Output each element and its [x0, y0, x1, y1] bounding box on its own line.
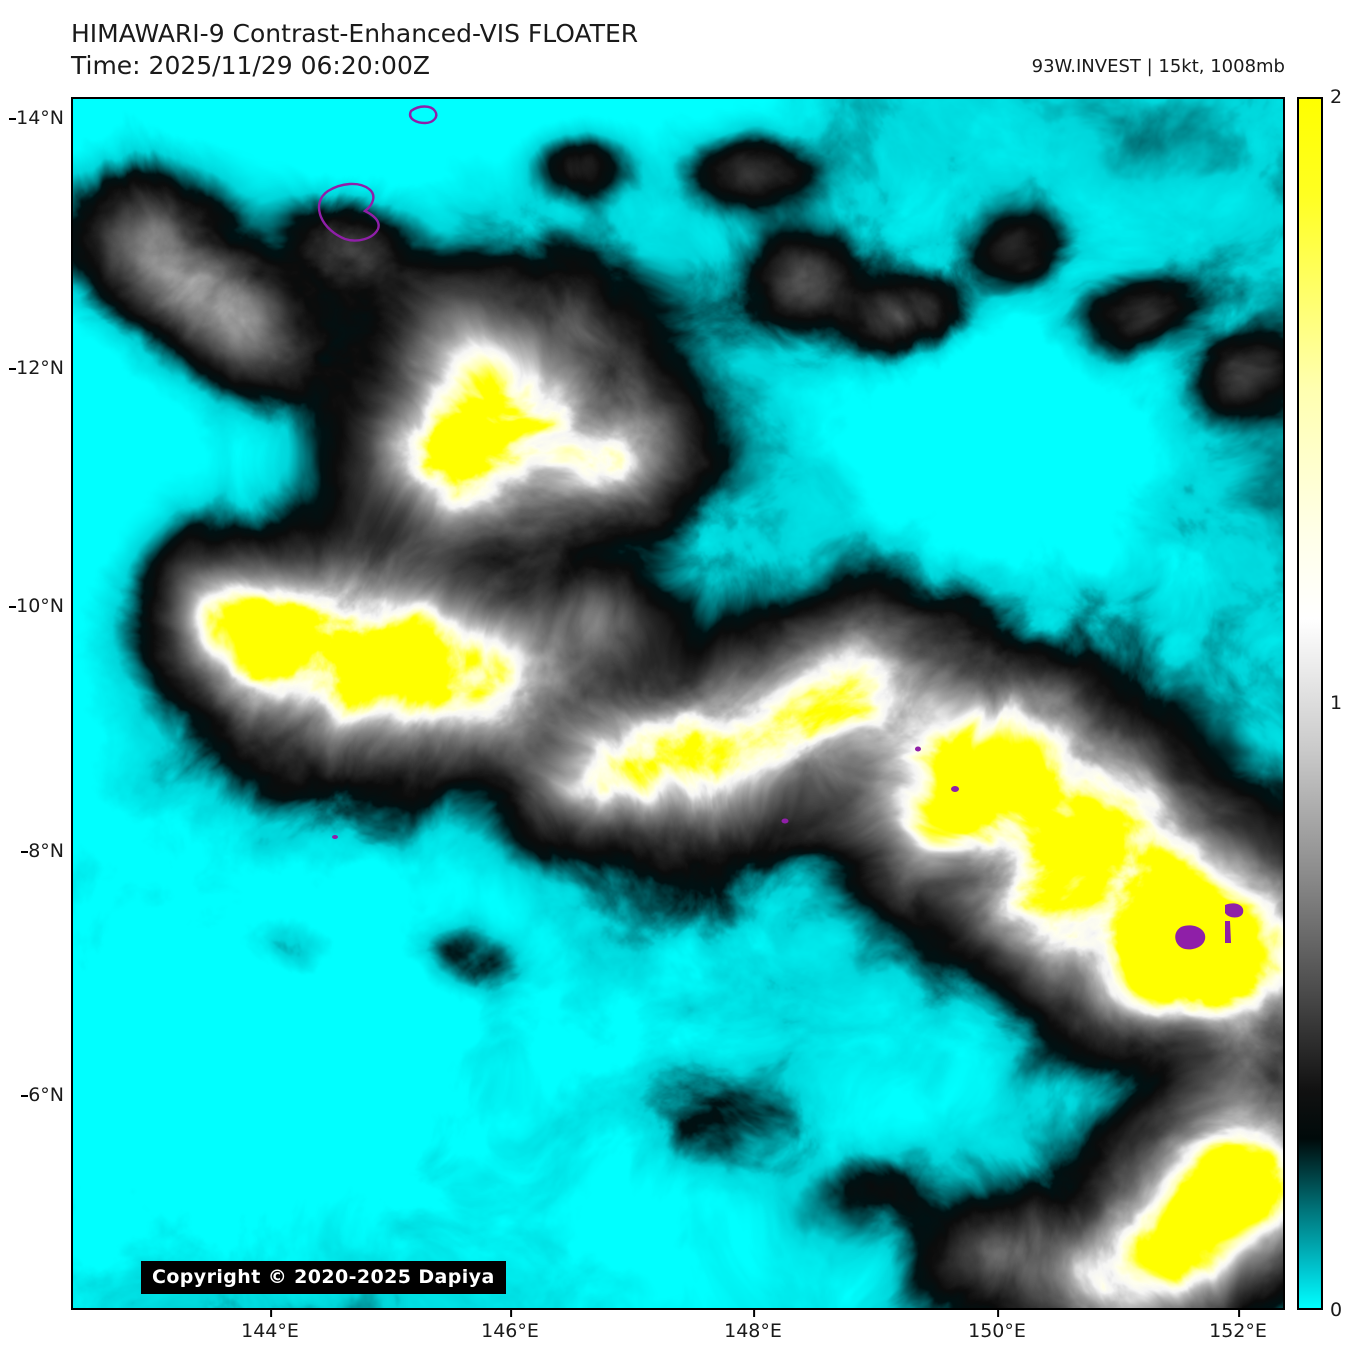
ytick-8n-label: 8°N: [28, 840, 64, 862]
xtick-152e: 152°E: [1209, 1310, 1267, 1342]
xtick-144e: 144°E: [241, 1310, 299, 1342]
xtick-148e-label: 148°E: [724, 1320, 782, 1342]
xtick-150e-label: 150°E: [968, 1320, 1026, 1342]
ytick-mark: [9, 368, 17, 370]
colorbar-tick-0: 0: [1330, 1299, 1343, 1321]
xtick-mark: [997, 1310, 999, 1317]
cloud-field-canvas: [73, 99, 1283, 1308]
colorbar-tick-1: 1: [1330, 692, 1343, 714]
ytick-mark: [21, 1095, 29, 1097]
ytick-10n-label: 10°N: [16, 595, 64, 617]
ytick-8n: 8°N: [21, 840, 64, 862]
xtick-146e: 146°E: [481, 1310, 539, 1342]
coastline-overlay: [317, 105, 1244, 950]
ytick-14n-label: 14°N: [16, 107, 64, 129]
xtick-mark: [753, 1310, 755, 1317]
xtick-148e: 148°E: [724, 1310, 782, 1342]
colorbar-tick-2: 2: [1330, 86, 1343, 108]
xtick-146e-label: 146°E: [481, 1320, 539, 1342]
ytick-14n: 14°N: [9, 107, 64, 129]
storm-info-label: 93W.INVEST | 15kt, 1008mb: [1031, 56, 1285, 77]
xtick-144e-label: 144°E: [241, 1320, 299, 1342]
product-title: HIMAWARI-9 Contrast-Enhanced-VIS FLOATER: [71, 19, 639, 48]
xtick-152e-label: 152°E: [1209, 1320, 1267, 1342]
satellite-image-plot[interactable]: Copyright © 2020-2025 Dapiya: [71, 97, 1285, 1310]
ytick-6n-label: 6°N: [28, 1084, 64, 1106]
ytick-mark: [21, 851, 29, 853]
ytick-mark: [9, 606, 17, 608]
xtick-mark: [1238, 1310, 1240, 1317]
colorbar[interactable]: [1297, 97, 1323, 1310]
timestamp-label: Time: 2025/11/29 06:20:00Z: [71, 51, 430, 80]
ytick-12n: 12°N: [9, 357, 64, 379]
page-title: HIMAWARI-9 Contrast-Enhanced-VIS FLOATER…: [71, 18, 638, 82]
xtick-150e: 150°E: [968, 1310, 1026, 1342]
ytick-6n: 6°N: [21, 1084, 64, 1106]
ytick-12n-label: 12°N: [16, 357, 64, 379]
xtick-mark: [270, 1310, 272, 1317]
xtick-mark: [510, 1310, 512, 1317]
ytick-mark: [9, 118, 17, 120]
copyright-banner: Copyright © 2020-2025 Dapiya: [141, 1261, 506, 1294]
ytick-10n: 10°N: [9, 595, 64, 617]
